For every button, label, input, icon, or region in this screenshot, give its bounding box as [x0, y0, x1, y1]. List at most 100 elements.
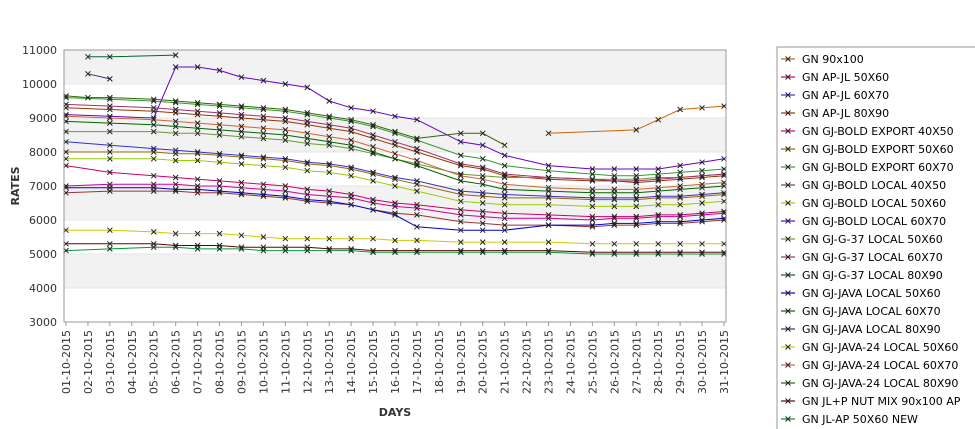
legend-label: GN GJ-BOLD EXPORT 50X60	[802, 143, 954, 156]
legend-item: GN GJ-BOLD LOCAL 60X70	[781, 215, 946, 228]
data-point	[501, 142, 508, 149]
data-point	[260, 113, 267, 120]
x-tick-label: 19-10-2015	[455, 330, 468, 394]
data-point	[501, 222, 508, 228]
x-tick-label: 25-10-2015	[586, 330, 599, 394]
data-point	[194, 64, 201, 70]
data-point	[611, 203, 618, 210]
data-point	[699, 251, 705, 257]
data-point	[479, 208, 486, 215]
legend-marker	[785, 128, 791, 134]
data-point	[348, 195, 354, 201]
data-point	[150, 96, 157, 103]
data-point	[194, 246, 201, 252]
data-point	[216, 159, 223, 166]
data-point	[699, 217, 705, 223]
data-point	[326, 138, 333, 145]
data-point	[457, 218, 464, 225]
data-point	[260, 104, 267, 111]
data-point	[655, 184, 662, 191]
legend-marker	[785, 254, 791, 260]
data-point	[326, 98, 333, 104]
data-point	[238, 154, 245, 160]
data-point	[677, 218, 683, 225]
data-point	[348, 247, 354, 254]
data-point	[611, 220, 618, 227]
data-point	[260, 135, 267, 142]
data-point	[611, 186, 618, 193]
x-tick-label: 05-10-2015	[148, 330, 161, 394]
x-tick-label: 27-10-2015	[630, 330, 643, 394]
data-point	[611, 166, 618, 172]
data-point	[457, 198, 464, 205]
legend-marker	[785, 398, 791, 404]
data-point	[216, 67, 223, 74]
data-point	[414, 181, 420, 188]
grid-band	[64, 254, 726, 288]
data-point	[107, 155, 113, 162]
legend-label: GN 90x100	[802, 53, 864, 66]
data-point	[699, 181, 705, 188]
data-point	[238, 179, 245, 186]
data-point	[238, 133, 245, 140]
data-point	[611, 240, 618, 247]
data-point	[370, 249, 376, 256]
data-point	[260, 77, 267, 84]
data-point	[655, 195, 662, 201]
legend-label: GN AP-JL 80X90	[802, 107, 889, 120]
data-point	[633, 220, 640, 227]
data-point	[260, 247, 267, 254]
data-point	[304, 130, 311, 137]
legend-label: GN JL-AP 50X60 NEW	[802, 413, 918, 426]
x-tick-label: 03-10-2015	[104, 330, 117, 394]
y-tick-label: 6000	[29, 214, 57, 227]
data-point	[326, 113, 333, 120]
data-point	[348, 125, 354, 132]
data-point	[545, 222, 552, 228]
data-point	[282, 115, 289, 121]
data-point	[414, 145, 420, 152]
data-point	[194, 125, 201, 132]
series-line	[63, 118, 727, 196]
data-point	[479, 200, 486, 206]
data-point	[326, 198, 333, 205]
legend-marker	[785, 92, 791, 98]
legend-item: GN GJ-BOLD EXPORT 40X50	[781, 125, 954, 138]
data-point	[677, 106, 683, 113]
data-point	[172, 106, 179, 113]
data-point	[501, 201, 508, 208]
data-point	[282, 81, 289, 87]
data-point	[611, 251, 618, 257]
x-tick-label: 02-10-2015	[82, 330, 95, 394]
legend-marker	[785, 146, 791, 152]
data-point	[479, 239, 486, 245]
x-tick-label: 04-10-2015	[126, 330, 139, 394]
data-point	[85, 94, 91, 101]
data-point	[348, 104, 354, 111]
legend-item: GN GJ-JAVA-24 LOCAL 50X60	[781, 341, 958, 354]
series-path	[548, 105, 725, 134]
data-point	[677, 174, 683, 181]
data-point	[282, 132, 289, 138]
data-point	[348, 142, 354, 149]
x-tick-label: 18-10-2015	[433, 330, 446, 394]
legend-item: GN JL+P NUT MIX 90x100 AP	[781, 395, 961, 408]
x-tick-label: 23-10-2015	[543, 330, 556, 394]
data-point	[370, 121, 376, 128]
data-point	[194, 230, 201, 237]
y-tick-label: 3000	[29, 316, 57, 329]
data-point	[107, 120, 113, 126]
y-tick-label: 8000	[29, 146, 57, 159]
y-tick-label: 7000	[29, 180, 57, 193]
x-tick-label: 07-10-2015	[192, 330, 205, 394]
data-point	[392, 183, 398, 189]
data-point	[633, 186, 640, 193]
series-path	[65, 141, 725, 199]
x-tick-label: 14-10-2015	[345, 330, 358, 394]
series-path	[65, 103, 725, 182]
data-point	[501, 215, 508, 222]
legend-marker	[785, 200, 791, 206]
data-point	[238, 123, 245, 130]
data-point	[392, 113, 398, 120]
data-point	[107, 169, 113, 176]
